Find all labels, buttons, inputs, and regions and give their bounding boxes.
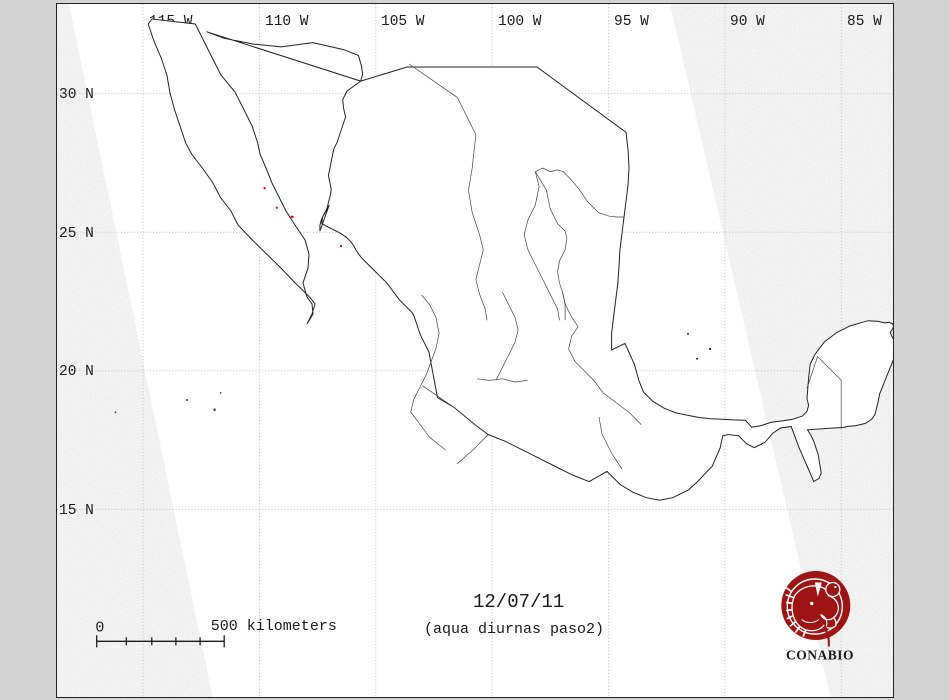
svg-text:30 N: 30 N	[59, 87, 94, 103]
svg-text:100 W: 100 W	[498, 14, 542, 30]
svg-text:CONABIO: CONABIO	[786, 648, 854, 663]
svg-text:90 W: 90 W	[730, 14, 765, 30]
svg-text:85 W: 85 W	[847, 14, 882, 30]
svg-text:25 N: 25 N	[59, 226, 94, 242]
svg-text:15 N: 15 N	[59, 503, 94, 519]
svg-text:20 N: 20 N	[59, 364, 94, 380]
svg-text:(aqua diurnas paso2): (aqua diurnas paso2)	[424, 621, 604, 638]
svg-text:110 W: 110 W	[265, 14, 309, 30]
svg-text:12/07/11: 12/07/11	[473, 591, 564, 613]
svg-text:0: 0	[95, 620, 104, 637]
svg-text:105 W: 105 W	[381, 14, 425, 30]
svg-text:500 kilometers: 500 kilometers	[211, 618, 337, 635]
svg-text:95 W: 95 W	[614, 14, 649, 30]
